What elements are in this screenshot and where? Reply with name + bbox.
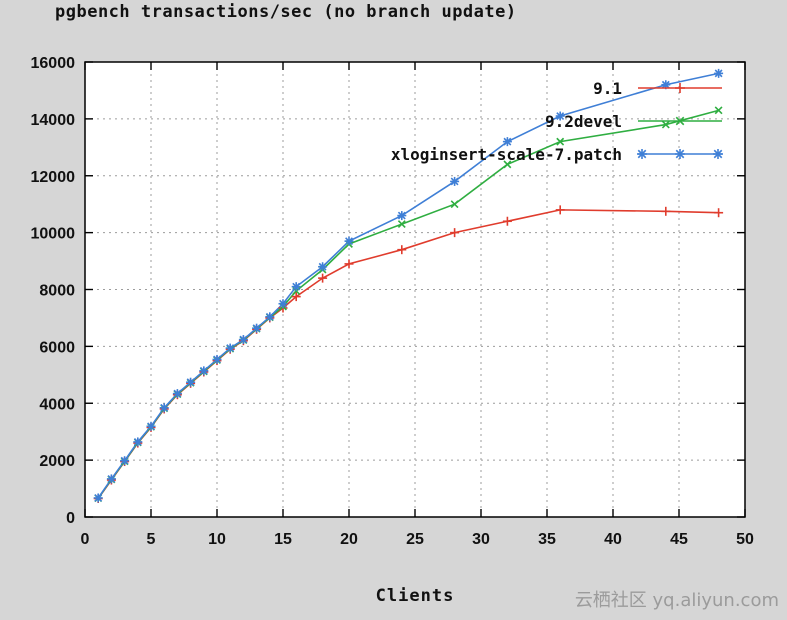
plus-marker — [555, 205, 565, 215]
x-tick-label: 15 — [274, 531, 292, 548]
star-marker — [397, 211, 407, 221]
cross-marker — [675, 116, 685, 126]
x-tick-label: 0 — [81, 531, 90, 548]
plus-marker — [291, 292, 301, 302]
star-marker — [238, 335, 248, 345]
watermark-text: 云栖社区 yq.aliyun.com — [574, 590, 779, 611]
x-axis-label: Clients — [375, 586, 455, 606]
star-marker — [93, 493, 103, 503]
legend-label-xloginsert-scale-7-patch: xloginsert-scale-7.patch — [391, 145, 622, 164]
y-tick-label: 14000 — [31, 112, 76, 129]
plus-marker — [675, 83, 685, 93]
plus-marker — [502, 216, 512, 226]
star-marker — [199, 366, 209, 376]
y-tick-label: 10000 — [31, 226, 76, 243]
x-tick-label: 5 — [147, 531, 156, 548]
y-tick-label: 4000 — [39, 396, 75, 413]
legend-label-9-2devel: 9.2devel — [545, 112, 622, 131]
plus-marker — [450, 228, 460, 238]
star-marker — [120, 456, 130, 466]
plus-marker — [344, 259, 354, 269]
plus-marker — [714, 208, 724, 218]
star-marker — [159, 403, 169, 413]
y-tick-label: 2000 — [39, 453, 75, 470]
star-marker — [714, 68, 724, 78]
star-marker — [172, 389, 182, 399]
legend-label-9-1: 9.1 — [593, 79, 622, 98]
star-marker — [555, 111, 565, 121]
star-marker — [265, 312, 275, 322]
plus-marker — [318, 273, 328, 283]
cross-marker — [397, 220, 406, 229]
star-marker — [637, 149, 647, 159]
y-tick-label: 16000 — [31, 55, 76, 72]
x-tick-label: 40 — [604, 531, 622, 548]
star-marker — [133, 437, 143, 447]
star-marker — [502, 137, 512, 147]
x-tick-label: 50 — [736, 531, 754, 548]
y-tick-label: 0 — [66, 510, 75, 527]
star-marker — [318, 262, 328, 272]
star-marker — [186, 377, 196, 387]
x-tick-label: 20 — [340, 531, 358, 548]
x-tick-label: 35 — [538, 531, 556, 548]
cross-marker — [503, 160, 512, 169]
star-marker — [291, 282, 301, 292]
y-tick-label: 6000 — [39, 339, 75, 356]
star-marker — [106, 474, 116, 484]
cross-marker — [661, 120, 670, 129]
star-marker — [252, 323, 262, 333]
chart-title: pgbench transactions/sec (no branch upda… — [55, 2, 517, 22]
star-marker — [278, 299, 288, 309]
cross-marker — [714, 106, 723, 115]
cross-marker — [556, 137, 565, 146]
y-tick-label: 8000 — [39, 283, 75, 300]
star-marker — [675, 149, 685, 159]
x-tick-label: 25 — [406, 531, 424, 548]
star-marker — [344, 236, 354, 246]
x-tick-label: 45 — [670, 531, 688, 548]
y-tick-label: 12000 — [31, 169, 76, 186]
star-marker — [212, 354, 222, 364]
plus-marker — [661, 206, 671, 216]
cross-marker — [450, 200, 459, 209]
star-marker — [713, 149, 723, 159]
star-marker — [146, 421, 156, 431]
x-tick-label: 10 — [208, 531, 226, 548]
x-tick-label: 30 — [472, 531, 490, 548]
star-marker — [450, 176, 460, 186]
plus-marker — [397, 245, 407, 255]
star-marker — [225, 343, 235, 353]
